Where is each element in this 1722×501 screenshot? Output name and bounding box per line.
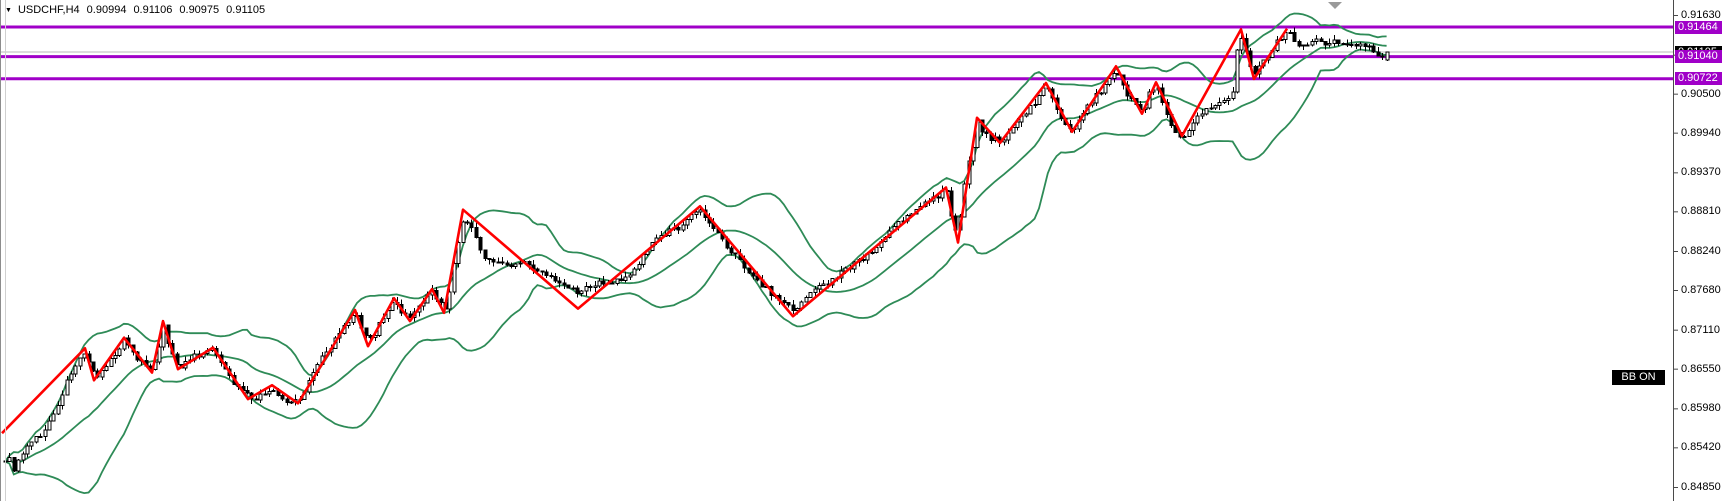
bar-end-marker-icon	[1328, 2, 1342, 9]
axis-tick-label: 0.89370	[1681, 166, 1721, 179]
axis-tick-label: 0.85420	[1681, 441, 1721, 454]
quote-open: 0.90994	[86, 4, 127, 16]
axis-tick-label: 0.88810	[1681, 205, 1721, 218]
bb-middle-band	[4, 40, 1387, 465]
chart-title-bar: ▼ USDCHF,H4 0.90994 0.91106 0.90975 0.91…	[5, 3, 265, 17]
quote-high: 0.91106	[133, 4, 173, 16]
candles	[3, 27, 1390, 473]
axis-tick-label: 0.90500	[1681, 87, 1721, 100]
quote-low: 0.90975	[179, 4, 220, 16]
axis-tick-label: 0.87680	[1681, 283, 1721, 296]
level-price-badge: 0.91040	[1675, 50, 1722, 64]
horizontal-level-lines[interactable]	[0, 25, 1673, 81]
zigzag-line	[1, 27, 1289, 435]
bb-upper-band	[4, 12, 1387, 463]
bb-lower-band	[4, 48, 1387, 495]
symbol-period-label: USDCHF,H4	[17, 4, 80, 16]
axis-tick-label: 0.84850	[1681, 481, 1721, 493]
axis-tick-label: 0.87110	[1681, 323, 1720, 336]
quote-close: 0.91105	[226, 4, 266, 16]
axis-tick-label: 0.88240	[1681, 245, 1721, 257]
bollinger-bands	[4, 12, 1387, 495]
level-price-badge: 0.90722	[1675, 72, 1722, 86]
axis-tick-label: 0.91630	[1681, 9, 1721, 21]
axis-tick-label: 0.89940	[1681, 126, 1721, 139]
symbol-dropdown-icon[interactable]: ▼	[5, 6, 12, 14]
level-price-badge: 0.91464	[1675, 20, 1722, 34]
axis-tick-label: 0.86550	[1681, 362, 1721, 375]
bb-toggle-button[interactable]: BB ON	[1612, 370, 1665, 385]
axis-tick-label: 0.85980	[1681, 402, 1721, 415]
